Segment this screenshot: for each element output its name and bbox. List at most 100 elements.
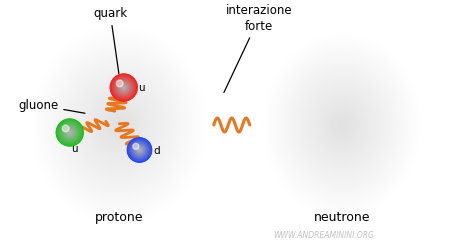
Ellipse shape xyxy=(134,144,145,156)
Ellipse shape xyxy=(32,25,207,225)
Ellipse shape xyxy=(309,86,375,164)
Ellipse shape xyxy=(54,50,185,200)
Ellipse shape xyxy=(136,147,143,153)
Ellipse shape xyxy=(326,106,358,144)
Ellipse shape xyxy=(136,147,143,153)
Ellipse shape xyxy=(58,121,81,144)
Ellipse shape xyxy=(130,141,148,159)
Ellipse shape xyxy=(66,129,73,136)
Ellipse shape xyxy=(136,146,143,154)
Text: protone: protone xyxy=(95,211,144,224)
Ellipse shape xyxy=(308,85,376,165)
Ellipse shape xyxy=(315,92,369,158)
Ellipse shape xyxy=(129,140,150,160)
Ellipse shape xyxy=(67,129,73,136)
Ellipse shape xyxy=(68,131,72,134)
Ellipse shape xyxy=(59,122,81,143)
Ellipse shape xyxy=(269,39,415,211)
Ellipse shape xyxy=(61,124,78,141)
Ellipse shape xyxy=(114,78,134,98)
Ellipse shape xyxy=(65,128,74,137)
Ellipse shape xyxy=(305,82,379,168)
Ellipse shape xyxy=(293,68,391,182)
Ellipse shape xyxy=(291,65,393,185)
Ellipse shape xyxy=(34,28,204,222)
Text: quark: quark xyxy=(93,7,127,73)
Ellipse shape xyxy=(115,79,132,96)
Ellipse shape xyxy=(62,125,69,132)
Text: d: d xyxy=(153,146,160,156)
Ellipse shape xyxy=(36,30,202,220)
Ellipse shape xyxy=(137,148,142,152)
Ellipse shape xyxy=(90,92,148,158)
Ellipse shape xyxy=(52,48,187,202)
Ellipse shape xyxy=(111,74,137,101)
Ellipse shape xyxy=(295,70,389,180)
Ellipse shape xyxy=(116,122,122,128)
Ellipse shape xyxy=(77,77,162,173)
Ellipse shape xyxy=(312,90,372,160)
Ellipse shape xyxy=(116,80,123,87)
Ellipse shape xyxy=(58,121,81,144)
Ellipse shape xyxy=(328,108,356,142)
Ellipse shape xyxy=(46,42,193,208)
Ellipse shape xyxy=(62,125,77,140)
Ellipse shape xyxy=(121,84,127,90)
Ellipse shape xyxy=(93,95,145,155)
Ellipse shape xyxy=(100,103,138,147)
Ellipse shape xyxy=(116,80,132,96)
Ellipse shape xyxy=(338,120,346,130)
Ellipse shape xyxy=(109,113,130,137)
Ellipse shape xyxy=(287,60,397,190)
Ellipse shape xyxy=(57,119,83,146)
Ellipse shape xyxy=(319,97,365,153)
Ellipse shape xyxy=(335,117,349,133)
Ellipse shape xyxy=(282,54,402,196)
Ellipse shape xyxy=(119,82,129,92)
Ellipse shape xyxy=(135,146,144,154)
Ellipse shape xyxy=(68,130,72,135)
Ellipse shape xyxy=(115,79,133,96)
Ellipse shape xyxy=(135,145,144,155)
Ellipse shape xyxy=(112,75,136,100)
Ellipse shape xyxy=(267,37,417,213)
Ellipse shape xyxy=(123,87,124,88)
Ellipse shape xyxy=(274,45,410,205)
Ellipse shape xyxy=(50,47,188,203)
Ellipse shape xyxy=(131,142,148,158)
Ellipse shape xyxy=(106,110,132,140)
Ellipse shape xyxy=(65,128,75,138)
Text: u: u xyxy=(71,144,78,154)
Ellipse shape xyxy=(78,78,160,172)
Ellipse shape xyxy=(64,126,76,138)
Ellipse shape xyxy=(266,36,418,214)
Ellipse shape xyxy=(45,40,194,210)
Ellipse shape xyxy=(123,87,124,88)
Ellipse shape xyxy=(63,126,76,139)
Ellipse shape xyxy=(280,52,404,198)
Ellipse shape xyxy=(302,79,382,171)
Ellipse shape xyxy=(74,73,165,177)
Ellipse shape xyxy=(103,107,135,143)
Ellipse shape xyxy=(111,115,128,135)
Text: gluone: gluone xyxy=(18,98,85,113)
Ellipse shape xyxy=(134,144,145,156)
Ellipse shape xyxy=(304,80,380,170)
Ellipse shape xyxy=(333,114,351,136)
Ellipse shape xyxy=(275,46,409,203)
Ellipse shape xyxy=(64,127,75,138)
Ellipse shape xyxy=(37,32,201,218)
Ellipse shape xyxy=(129,139,150,161)
Ellipse shape xyxy=(118,82,130,93)
Ellipse shape xyxy=(138,149,141,151)
Ellipse shape xyxy=(322,102,362,148)
Ellipse shape xyxy=(117,81,130,94)
Ellipse shape xyxy=(67,65,172,185)
Ellipse shape xyxy=(115,78,133,96)
Ellipse shape xyxy=(62,125,77,140)
Ellipse shape xyxy=(68,67,171,183)
Ellipse shape xyxy=(271,42,413,208)
Ellipse shape xyxy=(108,112,131,138)
Ellipse shape xyxy=(40,35,198,215)
Ellipse shape xyxy=(137,147,142,153)
